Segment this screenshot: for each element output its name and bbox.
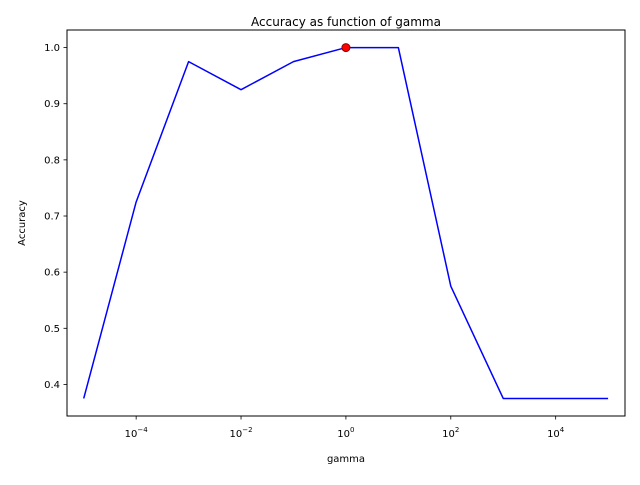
y-tick-label: 0.6: [44, 268, 60, 279]
y-tick-label: 0.7: [44, 212, 60, 223]
best-gamma-point: [341, 43, 351, 53]
y-tick-label: 1.0: [44, 43, 60, 54]
x-axis-label: gamma: [327, 454, 365, 465]
y-axis: 0.4 0.5 0.6 0.7 0.8 0.9 1.0: [44, 43, 67, 391]
y-axis-label: Accuracy: [17, 200, 28, 246]
y-tick-label: 0.4: [44, 380, 60, 391]
x-tick-label: 100: [337, 426, 354, 440]
x-tick-label: 10−2: [230, 426, 253, 440]
x-tick-label: 104: [547, 426, 565, 440]
y-tick-label: 0.5: [44, 324, 60, 335]
x-tick-label: 10−4: [125, 426, 149, 440]
plot-area: [82, 43, 609, 400]
y-tick-label: 0.9: [44, 99, 60, 110]
chart-title: Accuracy as function of gamma: [251, 15, 441, 29]
x-tick-label: 102: [442, 426, 459, 440]
x-axis: 10−4 10−2 100 102 104: [125, 416, 565, 440]
y-tick-label: 0.8: [44, 155, 60, 166]
